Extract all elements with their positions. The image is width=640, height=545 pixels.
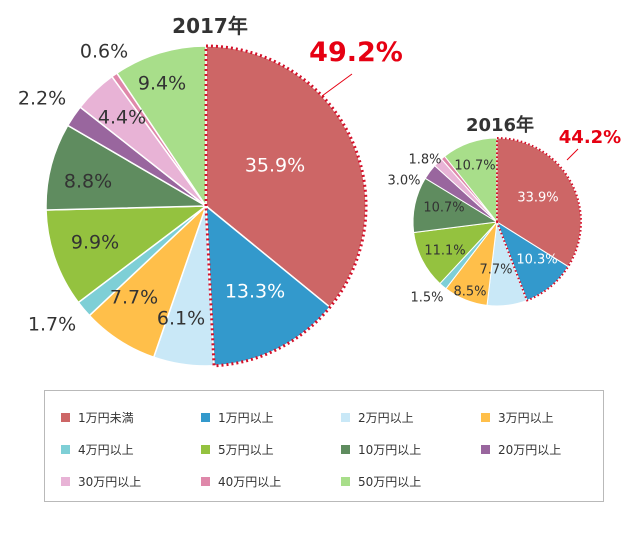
legend-label-10: 50万円以上 [358,474,422,489]
legend-item-4: 4万円以上 [61,441,134,457]
data-label-2017-9: 0.6% [80,41,128,63]
data-label-2016-10: 10.7% [454,159,495,174]
data-label-2016-7: 3.0% [387,174,420,189]
legend-label-2: 2万円以上 [358,410,414,425]
data-label-2017-6: 8.8% [64,171,112,193]
data-label-2017-7: 2.2% [18,88,66,110]
legend-item-1: 1万円以上 [201,409,274,425]
legend-item-7: 20万円以上 [481,441,561,457]
data-label-2016-5: 11.1% [424,244,465,259]
pie-2016: 33.9%10.3%7.7%8.5%1.5%11.1%10.7%3.0%1.8%… [387,137,582,307]
highlight-outline-2017 [204,44,368,368]
slice-2017-10 [115,45,207,209]
data-label-2016-4: 1.5% [410,291,443,306]
data-label-2016-0: 33.9% [517,191,558,206]
legend-label-1: 1万円以上 [218,410,274,425]
slice-2017-5 [45,205,209,304]
data-label-2017-4: 1.7% [28,314,76,336]
legend-swatch-8 [61,476,70,486]
legend-item-9: 40万円以上 [201,473,281,489]
legend-label-7: 20万円以上 [498,442,562,457]
data-label-2016-3: 8.5% [453,285,486,300]
legend-label-8: 30万円以上 [78,474,142,489]
legend-swatch-5 [201,444,210,454]
highlight-total-2017: 49.2% [309,37,403,68]
slice-2017-6 [45,124,209,211]
legend-swatch-0 [61,412,70,422]
chart-title-2017: 2017年 [172,14,248,38]
data-label-2017-2: 6.1% [157,308,205,330]
legend-label-3: 3万円以上 [498,410,554,425]
legend-swatch-4 [61,444,70,454]
legend-item-0: 1万円未満 [61,409,134,425]
highlight-leader-2017 [321,73,353,97]
data-label-2017-8: 4.4% [98,107,146,129]
legend-item-6: 10万円以上 [341,441,421,457]
data-label-2017-3: 7.7% [110,287,158,309]
legend-label-4: 4万円以上 [78,442,134,457]
legend-swatch-1 [201,412,210,422]
data-label-2017-0: 35.9% [245,155,305,177]
legend-swatch-10 [341,476,350,486]
legend-swatch-3 [481,412,490,422]
legend-label-6: 10万円以上 [358,442,422,457]
legend-label-0: 1万円未満 [78,410,134,425]
legend-item-5: 5万円以上 [201,441,274,457]
legend-item-3: 3万円以上 [481,409,554,425]
slice-2016-10 [443,137,498,224]
data-label-2016-6: 10.7% [423,201,464,216]
data-label-2017-5: 9.9% [71,232,119,254]
legend-label-9: 40万円以上 [218,474,282,489]
data-label-2017-10: 9.4% [138,73,186,95]
data-label-2016-1: 10.3% [516,253,557,268]
legend: 1万円未満 1万円以上 2万円以上 3万円以上 4万円以上 5万円以上 10万円以上 20万円… [44,390,604,502]
highlight-total-2016: 44.2% [559,127,621,148]
legend-swatch-9 [201,476,210,486]
highlight-leader-2016 [566,148,579,161]
legend-item-2: 2万円以上 [341,409,414,425]
legend-item-10: 50万円以上 [341,473,421,489]
legend-swatch-7 [481,444,490,454]
chart-title-2016: 2016年 [466,114,534,136]
legend-item-8: 30万円以上 [61,473,141,489]
data-label-2017-1: 13.3% [225,281,285,303]
highlight-outline-2016 [496,137,582,302]
data-label-2016-8: 1.8% [408,153,441,168]
pie-2017: 35.9% 13.3% 6.1%7.7% 1.7% 9.9% 8.8% 2.2% 4.4% 0.… [18,41,368,368]
legend-swatch-2 [341,412,350,422]
legend-swatch-6 [341,444,350,454]
legend-label-5: 5万円以上 [218,442,274,457]
data-label-2016-2: 7.7% [479,263,512,278]
